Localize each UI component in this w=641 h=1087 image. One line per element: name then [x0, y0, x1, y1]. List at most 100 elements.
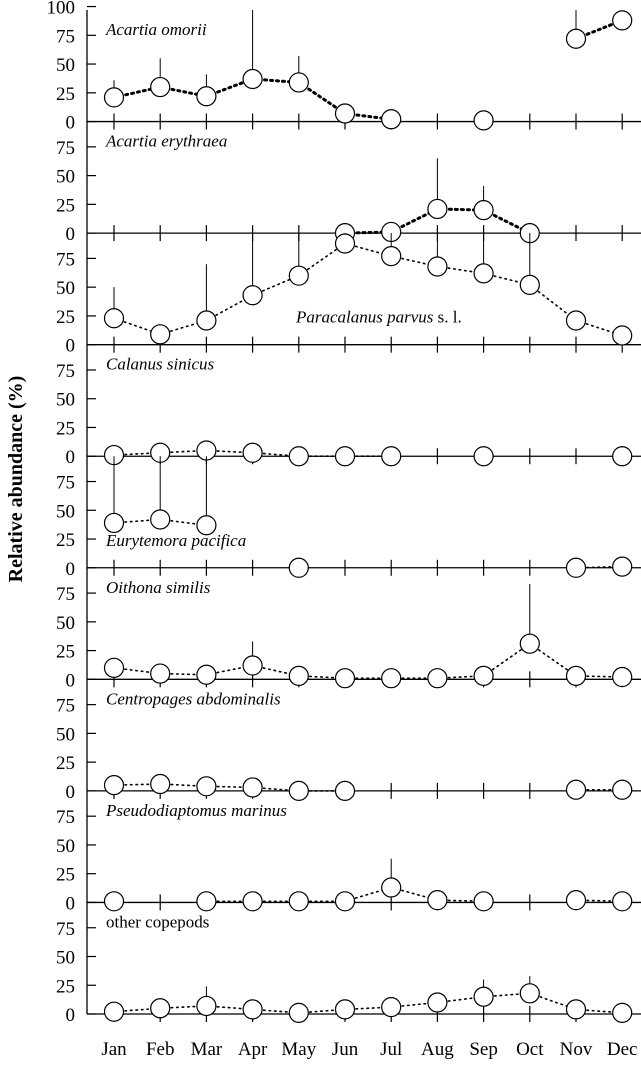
- y-tick-label: 0: [66, 670, 76, 691]
- data-point: [381, 877, 402, 898]
- y-tick-label: 50: [56, 613, 75, 634]
- panel-0: 0 25 50 75 100 Acartia omorii: [47, 0, 641, 134]
- data-point: [334, 780, 356, 801]
- data-point: [103, 891, 125, 912]
- y-tick-label: 25: [56, 642, 75, 663]
- panel-label: Oithona similis: [106, 578, 211, 597]
- data-point: [196, 891, 217, 912]
- panel-3: 0 25 50 75 Calanus sinicus: [56, 355, 641, 468]
- data-point: [288, 265, 309, 286]
- data-point: [473, 263, 494, 284]
- data-point: [565, 310, 587, 331]
- data-point: [103, 775, 125, 796]
- x-tick-label: Sep: [469, 1039, 498, 1060]
- data-point: [519, 983, 540, 1004]
- data-point: [381, 446, 402, 467]
- data-point: [427, 198, 448, 220]
- panel-label: Paracalanus parvus s. l.: [295, 308, 462, 327]
- y-tick-label: 50: [56, 836, 75, 857]
- y-tick-label: 50: [56, 501, 75, 522]
- x-tick-label: Feb: [146, 1039, 175, 1060]
- data-point: [103, 1001, 125, 1022]
- data-point: [473, 200, 494, 221]
- data-point: [242, 68, 263, 90]
- data-point: [334, 891, 356, 912]
- data-point: [288, 891, 309, 912]
- data-point: [565, 28, 587, 49]
- data-point: [242, 999, 263, 1020]
- y-tick-label: 75: [56, 919, 75, 940]
- panel-2: 0 25 50 75 Paracalanus parvus s. l.: [56, 233, 641, 357]
- data-point: [288, 557, 309, 578]
- data-point: [612, 10, 633, 31]
- data-point: [612, 779, 633, 800]
- data-point: [612, 666, 633, 688]
- x-tick-label: Dec: [607, 1039, 638, 1060]
- y-tick-label: 25: [56, 530, 75, 551]
- data-point: [242, 442, 263, 463]
- y-tick-label: 25: [56, 976, 75, 997]
- data-point: [150, 324, 171, 345]
- y-tick-label: 25: [56, 418, 75, 439]
- panel-label: Pseudodiaptomus marinus: [105, 801, 287, 820]
- y-tick-label: 100: [47, 0, 76, 19]
- data-point: [612, 891, 633, 912]
- panel-label: Calanus sinicus: [106, 355, 215, 374]
- data-point: [242, 777, 263, 798]
- panel-label: Centropages abdominalis: [106, 689, 281, 708]
- series-line-segment: [482, 642, 531, 677]
- data-point: [196, 776, 217, 797]
- data-point: [334, 668, 356, 689]
- data-point: [334, 233, 356, 254]
- data-point: [612, 446, 633, 467]
- data-point: [519, 633, 540, 654]
- data-point: [427, 668, 448, 689]
- data-point: [612, 325, 633, 346]
- y-tick-label: 75: [56, 584, 75, 605]
- data-point: [150, 76, 171, 98]
- y-tick-label: 75: [56, 26, 75, 47]
- data-point: [150, 663, 171, 684]
- y-tick-label: 75: [56, 696, 75, 717]
- y-tick-label: 25: [56, 865, 75, 886]
- panel-5: 0 25 50 75 Oithona similis: [56, 578, 641, 691]
- series-line-segment: [297, 242, 346, 277]
- y-tick-label: 75: [56, 807, 75, 828]
- y-tick-label: 25: [56, 307, 75, 328]
- data-point: [427, 890, 448, 911]
- x-tick-label: Jan: [101, 1039, 127, 1060]
- data-point: [288, 446, 309, 467]
- data-point: [473, 986, 494, 1007]
- y-tick-label: 50: [56, 278, 75, 299]
- panel-8: 0 25 50 75 other copepods: [56, 912, 641, 1026]
- panel-1: 0 25 50 75 Acartia erythraea: [56, 132, 641, 245]
- data-point: [612, 1002, 633, 1023]
- data-point: [242, 285, 263, 306]
- x-tick-label: Jul: [380, 1039, 402, 1060]
- data-point: [427, 256, 448, 277]
- data-point: [196, 995, 217, 1017]
- data-point: [150, 998, 171, 1019]
- panel-label: Acartia erythraea: [105, 132, 227, 151]
- data-point: [612, 556, 633, 577]
- panel-7: 0 25 50 75 Pseudodiaptomus marinus: [56, 801, 641, 914]
- y-tick-label: 25: [56, 753, 75, 774]
- x-tick-label: May: [281, 1039, 316, 1060]
- data-point: [565, 779, 587, 800]
- data-point: [196, 664, 217, 685]
- series-line-segment: [528, 642, 577, 677]
- data-point: [150, 773, 171, 795]
- data-point: [288, 780, 309, 801]
- series-line-segment: [528, 284, 577, 322]
- x-tick-label: Aug: [421, 1039, 454, 1060]
- y-tick-label: 0: [66, 782, 76, 803]
- data-point: [242, 655, 263, 676]
- data-point: [103, 657, 125, 678]
- data-point: [473, 665, 494, 686]
- panel-label: Acartia omorii: [105, 20, 207, 39]
- y-tick-label: 75: [56, 473, 75, 494]
- y-tick-label: 75: [56, 138, 75, 159]
- data-point: [103, 512, 125, 534]
- data-point: [565, 557, 587, 578]
- y-tick-label: 50: [56, 55, 75, 76]
